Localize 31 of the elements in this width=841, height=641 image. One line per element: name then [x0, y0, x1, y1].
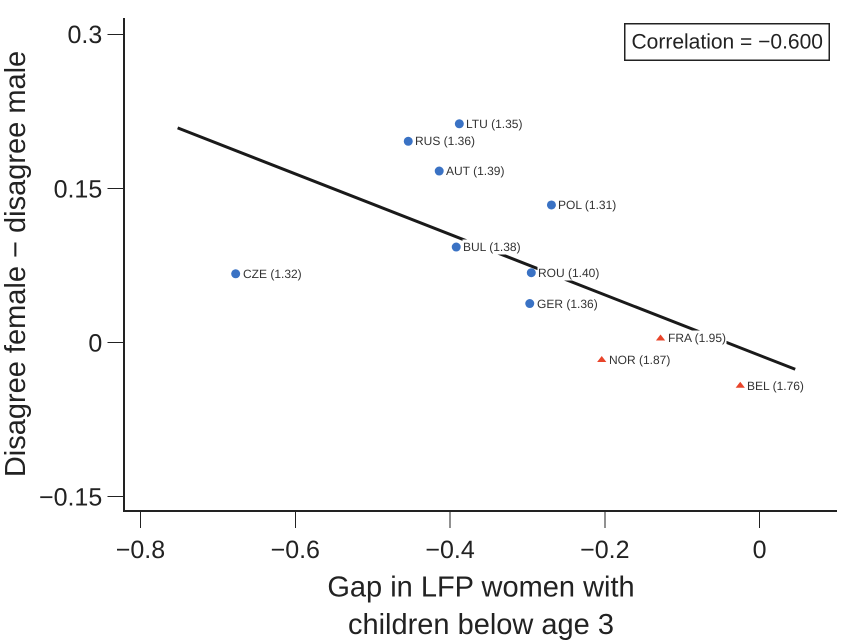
- y-tick-label: −0.15: [38, 483, 102, 512]
- point: [525, 299, 534, 308]
- y-axis-title: Disagree female − disagree male: [0, 50, 32, 478]
- x-tick-label: −0.8: [116, 536, 166, 564]
- x-tick-label: 0: [752, 536, 767, 564]
- x-tick-label: −0.6: [270, 536, 320, 564]
- annotation: BEL (1.76): [747, 379, 804, 393]
- x-tick-label: −0.4: [425, 536, 475, 564]
- point: [231, 269, 240, 278]
- annotation: ROU (1.40): [538, 266, 600, 280]
- point: [546, 200, 556, 210]
- y-tick-label: 0: [88, 329, 102, 358]
- annotation: Correlation = −0.600: [632, 30, 823, 54]
- point: [454, 119, 464, 128]
- x-axis-title: Gap in LFP women with children below age 3: [327, 571, 635, 641]
- annotation: CZE (1.32): [243, 267, 302, 281]
- annotation: LTU (1.35): [466, 117, 522, 131]
- annotation: BUL (1.38): [463, 240, 521, 254]
- annotation: RUS (1.36): [415, 134, 476, 148]
- annotation: POL (1.31): [558, 198, 616, 212]
- annotation: NOR (1.87): [609, 353, 670, 367]
- annotation: FRA (1.95): [668, 331, 726, 345]
- point: [404, 136, 413, 146]
- y-tick-label: 0.3: [67, 21, 102, 50]
- annotation: GER (1.36): [537, 297, 598, 311]
- x-tick-label: −0.2: [580, 536, 630, 564]
- point: [434, 166, 444, 176]
- point: [452, 242, 461, 252]
- annotation: AUT (1.39): [446, 164, 504, 178]
- y-tick-label: 0.15: [54, 175, 102, 204]
- point: [526, 268, 536, 278]
